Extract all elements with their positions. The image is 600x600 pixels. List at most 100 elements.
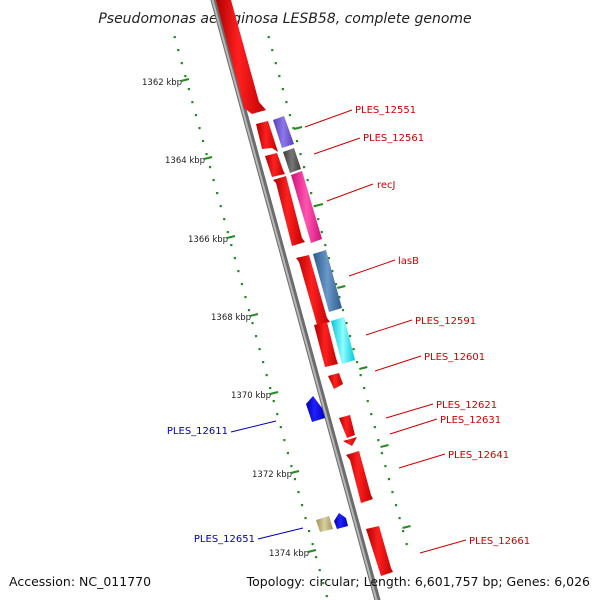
ruler-dot — [271, 49, 274, 52]
ruler-dot — [290, 465, 293, 468]
gene-label[interactable]: PLES_12651 — [194, 534, 255, 545]
ruler-dot — [286, 452, 289, 455]
gene-label[interactable]: PLES_12621 — [436, 400, 497, 411]
ruler-dot — [310, 192, 313, 195]
ruler-dot — [279, 426, 282, 429]
kbp-major-tick — [290, 470, 300, 474]
ruler-dot — [281, 88, 284, 91]
cds-forward[interactable] — [339, 415, 355, 438]
gene-callout-line — [326, 183, 374, 202]
ruler-tick — [402, 525, 411, 529]
ruler-dot — [230, 244, 233, 247]
ruler-dot — [320, 231, 323, 234]
cds-forward[interactable] — [314, 322, 338, 367]
ruler-tick — [380, 444, 389, 448]
gene-label[interactable]: PLES_12551 — [355, 105, 416, 116]
cds-forward[interactable] — [256, 121, 278, 152]
cds-reverse[interactable] — [306, 396, 325, 422]
cds-forward[interactable] — [343, 437, 357, 446]
ruler-dot — [402, 530, 405, 533]
cds-forward[interactable] — [265, 153, 285, 177]
ruler-dot — [308, 530, 311, 533]
kbp-tick-label: 1374 kbp — [269, 549, 309, 559]
gene-label[interactable]: PLES_12661 — [469, 536, 530, 547]
ruler-dot — [187, 88, 190, 91]
gene-label[interactable]: recJ — [377, 180, 396, 191]
gene-label[interactable]: PLES_12631 — [440, 415, 501, 426]
ruler-dot — [315, 556, 318, 559]
gene-label[interactable]: PLES_12591 — [415, 316, 476, 327]
kbp-tick-label: 1370 kbp — [231, 391, 271, 401]
gene-callout-line — [385, 403, 434, 419]
ruler-dot — [299, 153, 302, 156]
ruler-dot — [244, 296, 247, 299]
ruler-dot — [334, 283, 338, 286]
cds-forward[interactable] — [366, 526, 393, 576]
ruler-dot — [322, 582, 325, 585]
gene-label[interactable]: PLES_12641 — [448, 450, 509, 461]
ruler-dot — [302, 166, 306, 169]
cds-forward[interactable] — [296, 255, 330, 325]
ruler-tick — [293, 126, 303, 130]
cds-forward[interactable] — [216, 0, 266, 114]
ruler-dot — [295, 140, 299, 143]
gene-callout-line — [257, 527, 304, 540]
ruler-dot — [180, 62, 183, 65]
gene-callouts: PLES_12551 PLES_12561 recJ lasB PLES_12591 PL… — [167, 105, 530, 554]
gene-PLES_12561[interactable] — [283, 148, 301, 173]
gene-PLES_12551[interactable] — [273, 116, 294, 148]
cds-reverse[interactable] — [334, 513, 348, 529]
gene-callout-line — [348, 259, 396, 277]
cds-forward[interactable] — [328, 373, 343, 389]
ruler-dot — [276, 413, 279, 416]
ruler-dot — [300, 504, 304, 507]
ruler-dot — [380, 452, 383, 455]
ruler-dot — [254, 335, 258, 338]
ruler-dot — [267, 36, 270, 39]
ruler-dot — [251, 322, 254, 325]
gene-PLES_12651[interactable] — [316, 516, 333, 532]
ruler-dot — [387, 478, 391, 481]
gene-lasB[interactable] — [313, 250, 342, 312]
ruler-dot — [285, 101, 288, 104]
gene-label[interactable]: PLES_12601 — [424, 352, 485, 363]
ruler-dot — [278, 75, 281, 78]
genome-summary: Topology: circular; Length: 6,601,757 bp… — [246, 574, 590, 589]
ruler-dot — [331, 270, 334, 273]
ruler-dot — [272, 400, 275, 403]
kbp-major-tick — [203, 156, 213, 160]
gene-label[interactable]: lasB — [398, 256, 419, 267]
cds-forward[interactable] — [273, 176, 305, 246]
gene-callout-line — [398, 453, 446, 469]
ruler-dot — [341, 309, 345, 312]
ruler-dot — [283, 439, 286, 442]
cds-forward[interactable] — [346, 451, 373, 503]
gene-label[interactable]: PLES_12611 — [167, 426, 228, 437]
ruler-dot — [366, 400, 369, 403]
genome-backbone-highlight — [211, 0, 378, 600]
ruler-tick — [359, 366, 368, 370]
kbp-major-tick — [180, 78, 190, 82]
ruler-dot — [177, 49, 180, 52]
ruler-dot — [247, 309, 251, 312]
accession-label: Accession: NC_011770 — [9, 574, 151, 589]
gene-callout-line — [313, 137, 361, 155]
ruler-dot — [212, 179, 215, 182]
ruler-ticks: 1362 kbp 1364 kbp 1366 kbp 1368 kbp 1370 kbp… — [142, 78, 317, 559]
kbp-major-tick — [307, 549, 317, 553]
gene-PLES_12591[interactable] — [331, 317, 355, 364]
ruler-dot — [304, 517, 307, 520]
ruler-dot — [274, 62, 277, 65]
ruler-dot — [391, 491, 394, 494]
ruler-dot — [208, 166, 212, 169]
gene-callout-line — [389, 418, 438, 435]
ruler-dot — [191, 101, 194, 104]
ruler-dot — [363, 387, 366, 390]
gene-callout-line — [230, 420, 277, 433]
gene-recJ[interactable] — [291, 171, 322, 243]
gene-label[interactable]: PLES_12561 — [363, 133, 424, 144]
ruler-dot — [237, 270, 240, 273]
kbp-tick-label: 1362 kbp — [142, 78, 182, 88]
ruler-dot — [233, 257, 236, 260]
ruler-dot — [313, 205, 316, 208]
